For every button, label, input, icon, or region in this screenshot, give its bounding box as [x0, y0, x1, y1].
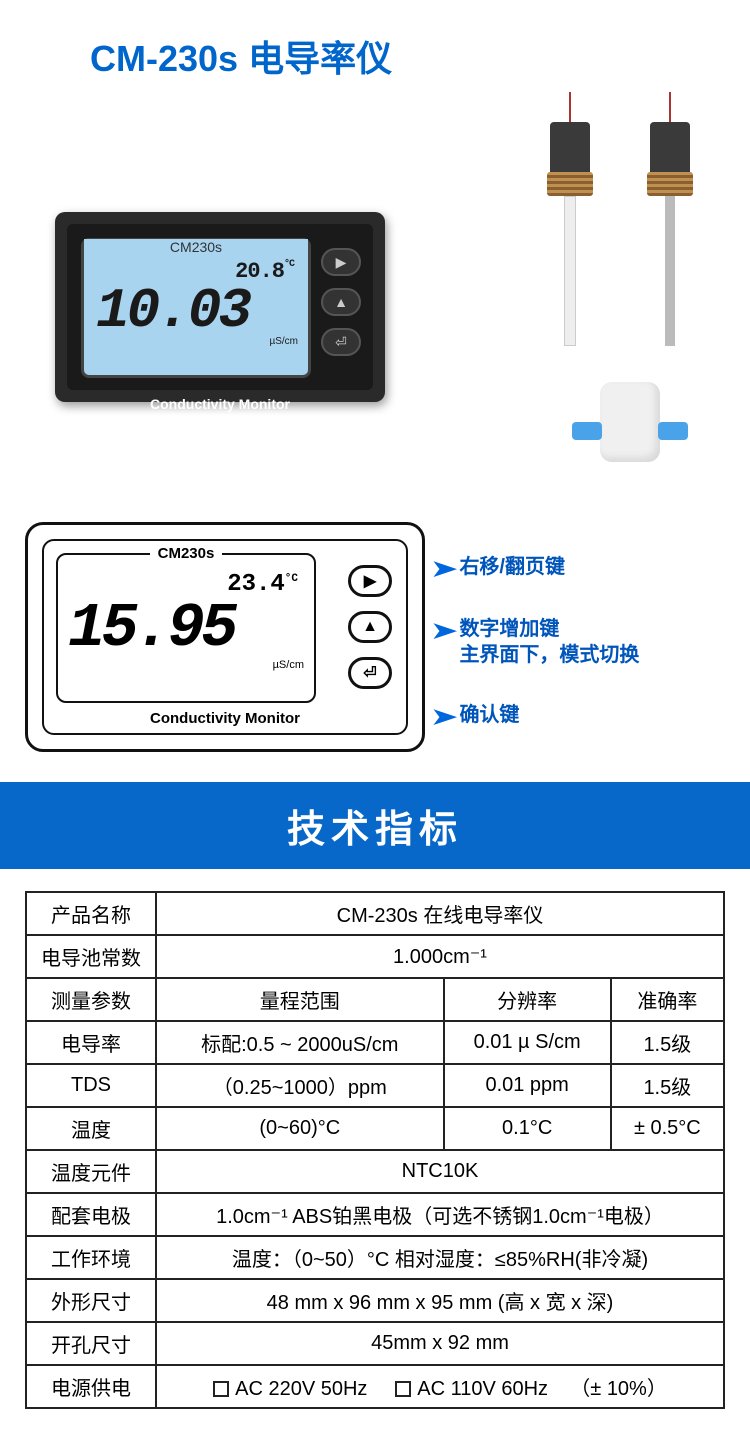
cell-temp-label: 温度 — [26, 1107, 156, 1150]
cell-cut-value: 45mm x 92 mm — [156, 1322, 724, 1365]
power-opt2: AC 110V 60Hz — [417, 1378, 548, 1400]
panel-enter-button: ⏎ — [348, 657, 392, 689]
cell-name-value: CM-230s 在线电导率仪 — [156, 892, 724, 935]
panel-unit: µS/cm — [273, 659, 304, 671]
probe-steel — [640, 92, 700, 352]
table-row: 开孔尺寸 45mm x 92 mm — [26, 1322, 724, 1365]
cell-param-label: 测量参数 — [26, 978, 156, 1021]
flow-connector — [570, 382, 690, 492]
panel-right-button: ▶ — [348, 565, 392, 597]
hero-area: CM230s 20.8°C 10.03 µS/cm Conductivity M… — [0, 92, 750, 512]
spec-table: 产品名称 CM-230s 在线电导率仪 电导池常数 1.000cm⁻¹ 测量参数… — [25, 891, 725, 1409]
cell-cond-label: 电导率 — [26, 1021, 156, 1064]
power-opt1: AC 220V 50Hz — [235, 1378, 367, 1400]
cell-temp-acc: ± 0.5°C — [611, 1107, 724, 1150]
checkbox-icon — [395, 1381, 411, 1397]
callout-enter: ➤ 确认键 — [435, 702, 725, 730]
callout-up: ➤ 数字增加键 主界面下，模式切换 — [435, 616, 725, 668]
panel-outline: CM230s 23.4°C 15.95 µS/cm Conductivity M… — [25, 522, 425, 752]
cell-cond-acc: 1.5级 — [611, 1021, 724, 1064]
cell-dim-value: 48 mm x 96 mm x 95 mm (高 x 宽 x 深) — [156, 1279, 724, 1322]
product-title: CM-230s 电导率仪 — [0, 0, 750, 92]
power-tol: （± 10%） — [570, 1378, 667, 1400]
table-row: 外形尺寸 48 mm x 96 mm x 95 mm (高 x 宽 x 深) — [26, 1279, 724, 1322]
table-row: TDS （0.25~1000）ppm 0.01 ppm 1.5级 — [26, 1064, 724, 1107]
table-row: 温度 (0~60)°C 0.1°C ± 0.5°C — [26, 1107, 724, 1150]
table-row: 工作环境 温度：（0~50）°C 相对湿度：≤85%RH(非冷凝) — [26, 1236, 724, 1279]
checkbox-icon — [213, 1381, 229, 1397]
device-up-button: ▲ — [321, 288, 361, 316]
table-row: 配套电极 1.0cm⁻¹ ABS铂黑电极（可选不锈钢1.0cm⁻¹电极） — [26, 1193, 724, 1236]
table-row: 电导池常数 1.000cm⁻¹ — [26, 935, 724, 978]
panel-model: CM230s — [150, 545, 223, 562]
cell-tds-label: TDS — [26, 1064, 156, 1107]
cell-acc-header: 准确率 — [611, 978, 724, 1021]
table-row: 产品名称 CM-230s 在线电导率仪 — [26, 892, 724, 935]
cell-cond-res: 0.01 µ S/cm — [444, 1021, 611, 1064]
device-reading: 10.03 — [96, 279, 249, 343]
device-photo: CM230s 20.8°C 10.03 µS/cm Conductivity M… — [55, 212, 385, 402]
cell-tds-range: （0.25~1000）ppm — [156, 1064, 444, 1107]
cell-temp-range: (0~60)°C — [156, 1107, 444, 1150]
cell-cellconst-label: 电导池常数 — [26, 935, 156, 978]
table-row: 电源供电 AC 220V 50Hz AC 110V 60Hz （± 10%） — [26, 1365, 724, 1408]
device-label: Conductivity Monitor — [67, 396, 373, 412]
callout-enter-text: 确认键 — [459, 702, 519, 728]
device-model: CM230s — [164, 239, 228, 255]
cell-cut-label: 开孔尺寸 — [26, 1322, 156, 1365]
cell-tempel-value: NTC10K — [156, 1150, 724, 1193]
cell-dim-label: 外形尺寸 — [26, 1279, 156, 1322]
button-diagram: CM230s 23.4°C 15.95 µS/cm Conductivity M… — [0, 512, 750, 772]
device-unit: µS/cm — [269, 336, 298, 347]
callout-right: ➤ 右移/翻页键 — [435, 554, 725, 582]
arrow-icon: ➤ — [431, 704, 457, 730]
panel-up-button: ▲ — [348, 611, 392, 643]
cell-elec-label: 配套电极 — [26, 1193, 156, 1236]
section-header: 技术指标 — [0, 782, 750, 869]
cell-tempel-label: 温度元件 — [26, 1150, 156, 1193]
callout-up-text-2: 主界面下，模式切换 — [459, 644, 639, 666]
table-row: 测量参数 量程范围 分辨率 准确率 — [26, 978, 724, 1021]
panel-temp-unit: °C — [285, 573, 298, 585]
cell-power-label: 电源供电 — [26, 1365, 156, 1408]
device-enter-button: ⏎ — [321, 328, 361, 356]
cell-cond-range: 标配:0.5 ~ 2000uS/cm — [156, 1021, 444, 1064]
callout-right-text: 右移/翻页键 — [459, 554, 565, 580]
cell-range-header: 量程范围 — [156, 978, 444, 1021]
device-temp-unit: °C — [284, 259, 294, 270]
cell-power-value: AC 220V 50Hz AC 110V 60Hz （± 10%） — [156, 1365, 724, 1408]
panel-label: Conductivity Monitor — [44, 710, 406, 727]
cell-res-header: 分辨率 — [444, 978, 611, 1021]
cell-temp-res: 0.1°C — [444, 1107, 611, 1150]
table-row: 温度元件 NTC10K — [26, 1150, 724, 1193]
device-right-button: ▶ — [321, 248, 361, 276]
probe-white — [540, 92, 600, 352]
cell-cellconst-value: 1.000cm⁻¹ — [156, 935, 724, 978]
arrow-icon: ➤ — [431, 556, 457, 582]
panel-reading: 15.95 — [68, 593, 234, 664]
panel-lcd: CM230s 23.4°C 15.95 µS/cm — [56, 553, 316, 703]
callout-up-text-1: 数字增加键 — [459, 618, 559, 640]
cell-tds-res: 0.01 ppm — [444, 1064, 611, 1107]
cell-tds-acc: 1.5级 — [611, 1064, 724, 1107]
table-row: 电导率 标配:0.5 ~ 2000uS/cm 0.01 µ S/cm 1.5级 — [26, 1021, 724, 1064]
cell-env-label: 工作环境 — [26, 1236, 156, 1279]
panel-temp: 23.4 — [227, 571, 285, 598]
cell-name-label: 产品名称 — [26, 892, 156, 935]
cell-elec-value: 1.0cm⁻¹ ABS铂黑电极（可选不锈钢1.0cm⁻¹电极） — [156, 1193, 724, 1236]
device-lcd: CM230s 20.8°C 10.03 µS/cm — [81, 238, 311, 378]
cell-env-value: 温度：（0~50）°C 相对湿度：≤85%RH(非冷凝) — [156, 1236, 724, 1279]
arrow-icon: ➤ — [431, 618, 457, 644]
